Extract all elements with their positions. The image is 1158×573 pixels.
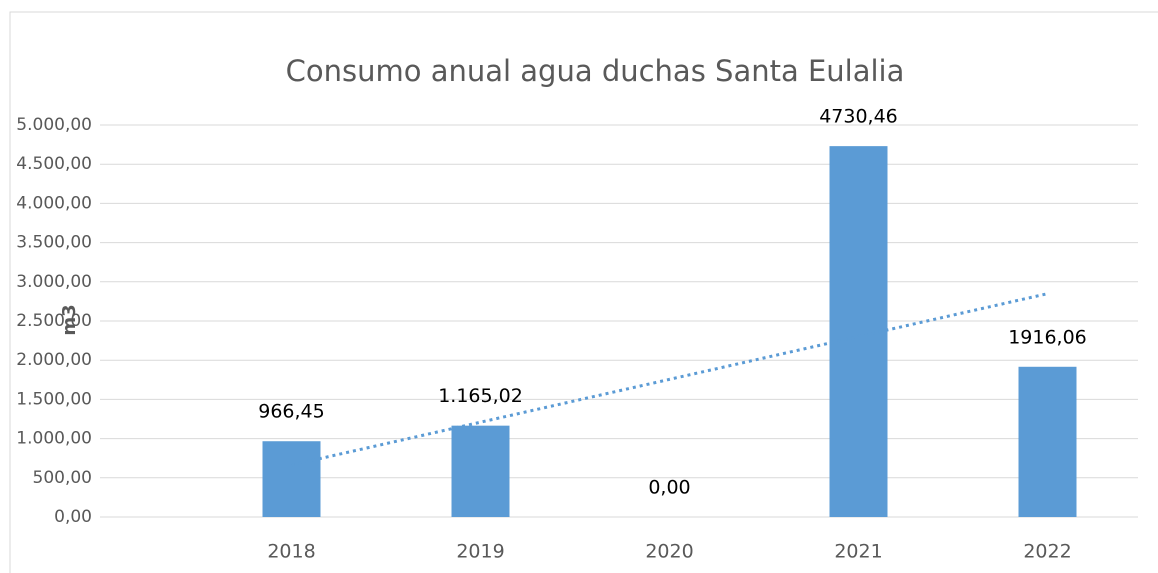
y-tick-label: 4.500,00 <box>16 154 92 174</box>
y-tick-label: 1.500,00 <box>16 389 92 409</box>
x-tick-label: 2019 <box>456 541 504 563</box>
y-tick-label: 3.000,00 <box>16 272 92 292</box>
data-label: 0,00 <box>648 477 690 499</box>
y-tick-label: 1.000,00 <box>16 429 92 449</box>
x-tick-label: 2022 <box>1023 541 1071 563</box>
data-label: 1916,06 <box>1008 326 1087 348</box>
y-tick-label: 5.000,00 <box>16 115 92 135</box>
y-tick-label: 4.000,00 <box>16 193 92 213</box>
y-tick-label: 500,00 <box>33 468 92 488</box>
data-label: 966,45 <box>258 401 324 423</box>
y-tick-label: 2.500,00 <box>16 311 92 331</box>
bar <box>262 441 321 517</box>
y-tick-label: 2.000,00 <box>16 350 92 370</box>
trendline <box>291 292 1048 467</box>
y-tick-label: 0,00 <box>54 507 92 527</box>
data-label: 1.165,02 <box>438 385 523 407</box>
x-tick-label: 2020 <box>645 541 693 563</box>
x-tick-label: 2018 <box>267 541 315 563</box>
bar <box>1018 366 1077 517</box>
chart-border <box>9 11 1158 573</box>
bar <box>829 146 888 517</box>
y-axis-label: m3 <box>59 304 80 335</box>
y-tick-label: 3.500,00 <box>16 233 92 253</box>
chart-title: Consumo anual agua duchas Santa Eulalia <box>286 54 905 88</box>
data-label: 4730,46 <box>819 106 898 128</box>
bar <box>451 425 510 517</box>
x-tick-label: 2021 <box>834 541 882 563</box>
